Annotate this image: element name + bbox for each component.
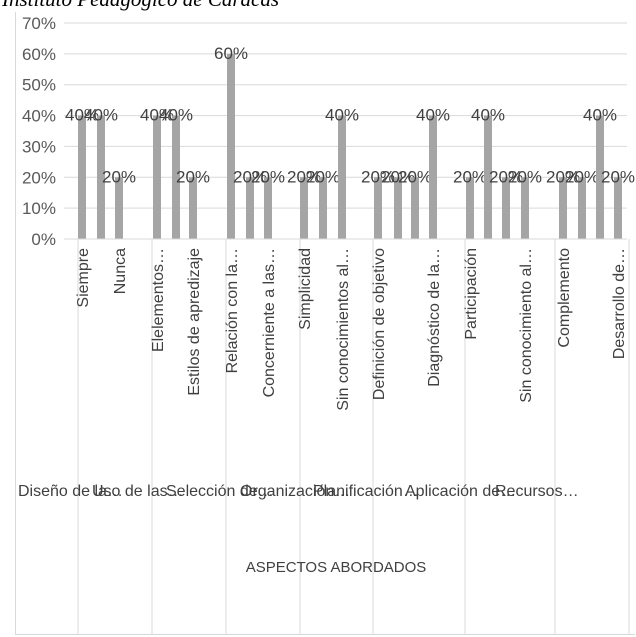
data-label: 20% bbox=[251, 167, 285, 186]
bar bbox=[115, 177, 123, 239]
y-tick-label: 20% bbox=[22, 168, 56, 187]
data-label: 20% bbox=[601, 167, 635, 186]
bar bbox=[78, 115, 86, 239]
bar bbox=[172, 115, 180, 239]
category-label: Simplicidad bbox=[297, 248, 314, 330]
data-label: 40% bbox=[84, 106, 118, 125]
bar bbox=[614, 177, 622, 239]
bar bbox=[153, 115, 161, 239]
data-label: 20% bbox=[287, 167, 321, 186]
data-label: 20% bbox=[361, 167, 395, 186]
data-label: 20% bbox=[489, 167, 523, 186]
bar bbox=[502, 177, 510, 239]
group-label: Selección de… bbox=[166, 483, 274, 500]
data-label: 40% bbox=[140, 106, 174, 125]
group-label: Diseño de la… bbox=[18, 483, 123, 500]
category-label: Concerniente a las… bbox=[261, 248, 278, 397]
category-label: Definición de objetivo bbox=[371, 248, 388, 400]
data-label: 20% bbox=[453, 167, 487, 186]
y-tick-label: 10% bbox=[22, 199, 56, 218]
y-tick-label: 60% bbox=[22, 45, 56, 64]
bar bbox=[521, 177, 529, 239]
group-label: Planificación… bbox=[313, 483, 419, 500]
data-label: 40% bbox=[65, 106, 99, 125]
y-tick-label: 30% bbox=[22, 137, 56, 156]
y-tick-label: 50% bbox=[22, 76, 56, 95]
data-label: 40% bbox=[159, 106, 193, 125]
data-label: 20% bbox=[546, 167, 580, 186]
y-tick-label: 0% bbox=[31, 230, 56, 249]
bar bbox=[97, 115, 105, 239]
bar bbox=[429, 115, 437, 239]
category-label: Sin conocimiento al… bbox=[518, 248, 535, 403]
category-label: Elelementos… bbox=[150, 248, 167, 352]
category-label: Sin conocimientos al… bbox=[335, 248, 352, 411]
category-label: Relación con la… bbox=[224, 248, 241, 373]
group-label: Uso de las… bbox=[92, 483, 184, 500]
data-label: 40% bbox=[583, 106, 617, 125]
group-label: Organización… bbox=[240, 483, 350, 500]
bar bbox=[466, 177, 474, 239]
x-axis-title: ASPECTOS ABORDADOS bbox=[246, 559, 427, 576]
category-label: Siempre bbox=[75, 248, 92, 308]
y-tick-label: 70% bbox=[22, 14, 56, 33]
category-label: Participación bbox=[463, 248, 480, 340]
data-label: 40% bbox=[416, 106, 450, 125]
bar bbox=[578, 177, 586, 239]
category-label: Estilos de apredizaje bbox=[186, 248, 203, 396]
data-label: 60% bbox=[214, 44, 248, 63]
category-label: Complemento bbox=[556, 248, 573, 348]
data-label: 40% bbox=[325, 106, 359, 125]
category-label: Diagnóstico de la… bbox=[426, 248, 443, 387]
data-label: 20% bbox=[233, 167, 267, 186]
category-label: Nunca bbox=[112, 248, 129, 294]
category-label: Desarrollo de… bbox=[611, 248, 628, 359]
data-label: 40% bbox=[471, 106, 505, 125]
data-label: 20% bbox=[565, 167, 599, 186]
data-label: 20% bbox=[102, 167, 136, 186]
bar bbox=[484, 115, 492, 239]
bar bbox=[227, 53, 235, 239]
data-label: 20% bbox=[306, 167, 340, 186]
data-label: 20% bbox=[398, 167, 432, 186]
bar bbox=[411, 177, 419, 239]
bar bbox=[394, 177, 402, 239]
group-label: Recursos… bbox=[495, 483, 579, 500]
bar bbox=[596, 115, 604, 239]
data-label: 20% bbox=[508, 167, 542, 186]
bar bbox=[559, 177, 567, 239]
chart-frame bbox=[15, 12, 635, 635]
y-tick-label: 40% bbox=[22, 107, 56, 126]
page-caption: Instituto Pedagógico de Caracas bbox=[0, 0, 636, 11]
data-label: 20% bbox=[176, 167, 210, 186]
data-label: 20% bbox=[381, 167, 415, 186]
group-label: Aplicación de… bbox=[405, 483, 516, 500]
bar bbox=[300, 177, 308, 239]
bar bbox=[374, 177, 382, 239]
bar bbox=[319, 177, 327, 239]
bar bbox=[338, 115, 346, 239]
bar bbox=[189, 177, 197, 239]
bar bbox=[264, 177, 272, 239]
bar bbox=[246, 177, 254, 239]
